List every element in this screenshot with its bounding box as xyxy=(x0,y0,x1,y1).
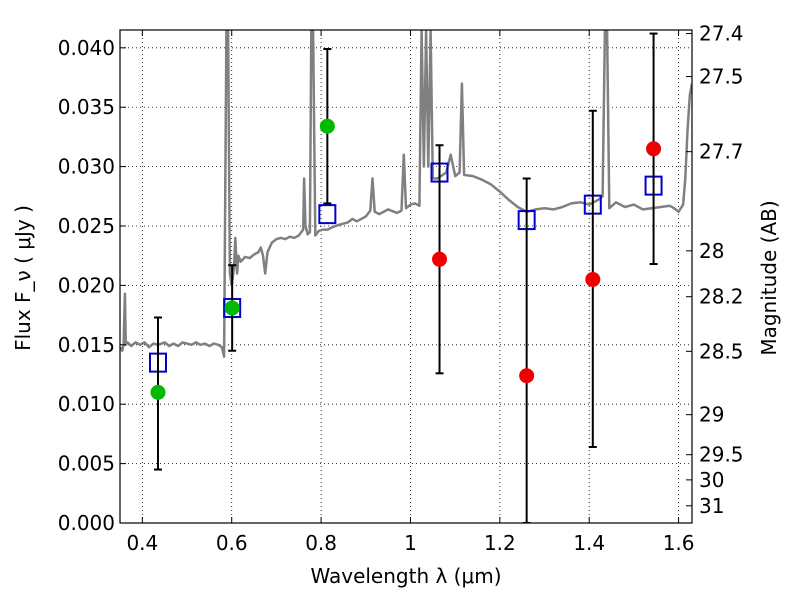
x-tick-label: 0.4 xyxy=(126,531,158,555)
y-tick-label: 0.040 xyxy=(58,36,115,60)
x-axis-label: Wavelength λ (μm) xyxy=(310,564,501,588)
mag-tick-label: 27.7 xyxy=(699,140,744,164)
y-tick-label: 0.015 xyxy=(58,333,115,357)
spectrum-line xyxy=(120,30,692,358)
mag-tick-label: 27.5 xyxy=(699,65,744,89)
flux-dot-point xyxy=(319,118,335,134)
x-tick-label: 1.6 xyxy=(663,531,695,555)
y-axis-label-right-text: Magnitude (AB) xyxy=(757,200,781,355)
flux-dot-point xyxy=(224,300,240,316)
flux-dot-point xyxy=(646,141,662,157)
y-tick-label: 0.035 xyxy=(58,95,115,119)
mag-tick-label: 28.2 xyxy=(699,285,744,309)
mag-tick-label: 29.5 xyxy=(699,443,744,467)
x-tick-label: 1.2 xyxy=(484,531,516,555)
x-tick-label: 1.4 xyxy=(573,531,605,555)
mag-tick-label: 28.5 xyxy=(699,339,744,363)
x-axis-label-word: Wavelength λ (μm) xyxy=(310,564,501,588)
flux-dot-point xyxy=(585,271,601,287)
y-axis-label-right: Magnitude (AB) xyxy=(757,200,781,355)
y-tick-label: 0.010 xyxy=(58,392,115,416)
model-square-point xyxy=(318,204,337,225)
y-tick-label: 0.030 xyxy=(58,155,115,179)
axis-ticks: 0.4 0.6 0.8 1 1.2 1.4 1.6 0.000 0.005 0.010 0.015 0… xyxy=(58,22,744,555)
x-tick-label: 1 xyxy=(404,531,417,555)
mag-tick-label: 30 xyxy=(699,468,724,492)
mag-tick-label: 27.4 xyxy=(699,22,744,46)
plot-frame xyxy=(119,29,693,524)
mag-tick-label: 29 xyxy=(699,403,724,427)
y-tick-label: 0.000 xyxy=(58,511,115,535)
plot-area xyxy=(120,30,692,523)
y-tick-label: 0.020 xyxy=(58,273,115,297)
flux-dot-point xyxy=(519,368,535,384)
y-axis-label-left: Flux F_ν ( μJy ) xyxy=(11,205,35,351)
y-tick-label: 0.025 xyxy=(58,214,115,238)
x-tick-label: 0.8 xyxy=(305,531,337,555)
x-tick-label: 0.6 xyxy=(216,531,248,555)
y-tick-label: 0.005 xyxy=(58,452,115,476)
mag-tick-label: 28 xyxy=(699,239,724,263)
flux-dot-point xyxy=(150,384,166,400)
mag-tick-label: 31 xyxy=(699,494,724,518)
y-axis-label-left-text: Flux F_ν ( μJy ) xyxy=(11,205,35,351)
flux-dot-point xyxy=(432,251,448,267)
